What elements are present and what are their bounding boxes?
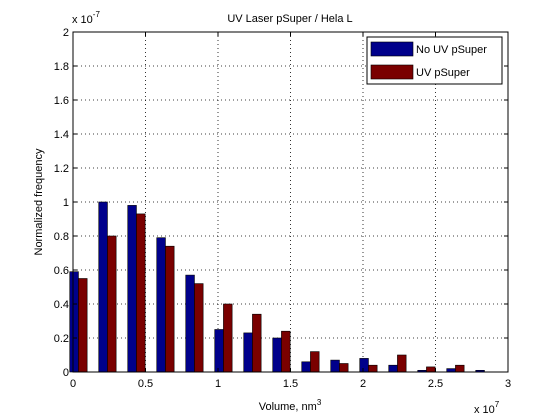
- x-axis-label-text: Volume, nm: [259, 401, 317, 413]
- y-multiplier-exponent: -7: [93, 10, 101, 19]
- bar-uv-psuper: [455, 365, 464, 372]
- bar-uv-psuper: [136, 214, 145, 372]
- legend-swatch-no-uv: [371, 42, 413, 56]
- bar-no-uv-psuper: [273, 338, 282, 372]
- y-tick-label: 0: [63, 367, 69, 379]
- bar-no-uv-psuper: [244, 333, 253, 372]
- legend-label-no-uv: No UV pSuper: [416, 44, 487, 56]
- x-tick-label: 2.5: [428, 378, 443, 390]
- x-tick-label: 1.5: [283, 378, 298, 390]
- bar-uv-psuper: [78, 279, 87, 373]
- x-tick-label: 1: [215, 378, 221, 390]
- x-tick-label: 0: [70, 378, 76, 390]
- bar-uv-psuper: [426, 367, 435, 372]
- x-multiplier-exponent: 7: [495, 400, 500, 409]
- y-tick-label: 0.2: [54, 333, 69, 345]
- bar-no-uv-psuper: [157, 238, 166, 372]
- bar-no-uv-psuper: [447, 369, 456, 372]
- chart-title: UV Laser pSuper / Hela L: [227, 13, 352, 25]
- bar-no-uv-psuper: [302, 362, 311, 372]
- bar-uv-psuper: [107, 236, 116, 372]
- y-tick-label: 1.8: [54, 61, 69, 73]
- y-multiplier-base: x 10: [72, 14, 93, 26]
- bar-no-uv-psuper: [215, 330, 224, 373]
- bar-no-uv-psuper: [186, 275, 195, 372]
- y-axis-multiplier: x 10-7: [72, 10, 100, 26]
- y-tick-label: 0.8: [54, 231, 69, 243]
- y-tick-label: 1.4: [54, 129, 69, 141]
- bar-no-uv-psuper: [331, 360, 340, 372]
- x-tick-label: 0.5: [138, 378, 153, 390]
- bar-uv-psuper: [165, 246, 174, 372]
- bar-uv-psuper: [194, 284, 203, 372]
- bar-no-uv-psuper: [99, 202, 108, 372]
- y-tick-label: 0.6: [54, 265, 69, 277]
- legend-label-uv: UV pSuper: [416, 67, 470, 79]
- y-tick-label: 0.4: [54, 299, 69, 311]
- bar-no-uv-psuper: [389, 365, 398, 372]
- y-tick-labels: 0 0.2 0.4 0.6 0.8 1 1.2 1.4 1.6 1.8 2: [54, 27, 69, 379]
- bar-uv-psuper: [252, 314, 261, 372]
- legend-swatch-uv: [371, 65, 413, 79]
- x-multiplier-base: x 10: [474, 404, 495, 416]
- y-tick-label: 1.2: [54, 163, 69, 175]
- bar-uv-psuper: [339, 364, 348, 373]
- y-tick-label: 2: [63, 27, 69, 39]
- bar-uv-psuper: [310, 352, 319, 372]
- bar-no-uv-psuper: [70, 272, 79, 372]
- legend: No UV pSuper UV pSuper: [367, 37, 502, 84]
- x-tick-labels: 0 0.5 1 1.5 2 2.5 3: [70, 378, 511, 390]
- x-axis-label-superscript: 3: [317, 398, 322, 407]
- x-axis-multiplier: x 107: [474, 400, 500, 416]
- y-axis-label: Normalized frequency: [33, 148, 45, 255]
- bar-no-uv-psuper: [128, 205, 137, 372]
- y-tick-label: 1.6: [54, 95, 69, 107]
- x-axis-label: Volume, nm3: [259, 398, 322, 413]
- bar-uv-psuper: [397, 355, 406, 372]
- x-tick-label: 2: [360, 378, 366, 390]
- bar-no-uv-psuper: [360, 358, 369, 372]
- x-tick-label: 3: [505, 378, 511, 390]
- bar-uv-psuper: [223, 304, 232, 372]
- bar-uv-psuper: [368, 365, 377, 372]
- bar-uv-psuper: [281, 331, 290, 372]
- y-tick-label: 1: [63, 197, 69, 209]
